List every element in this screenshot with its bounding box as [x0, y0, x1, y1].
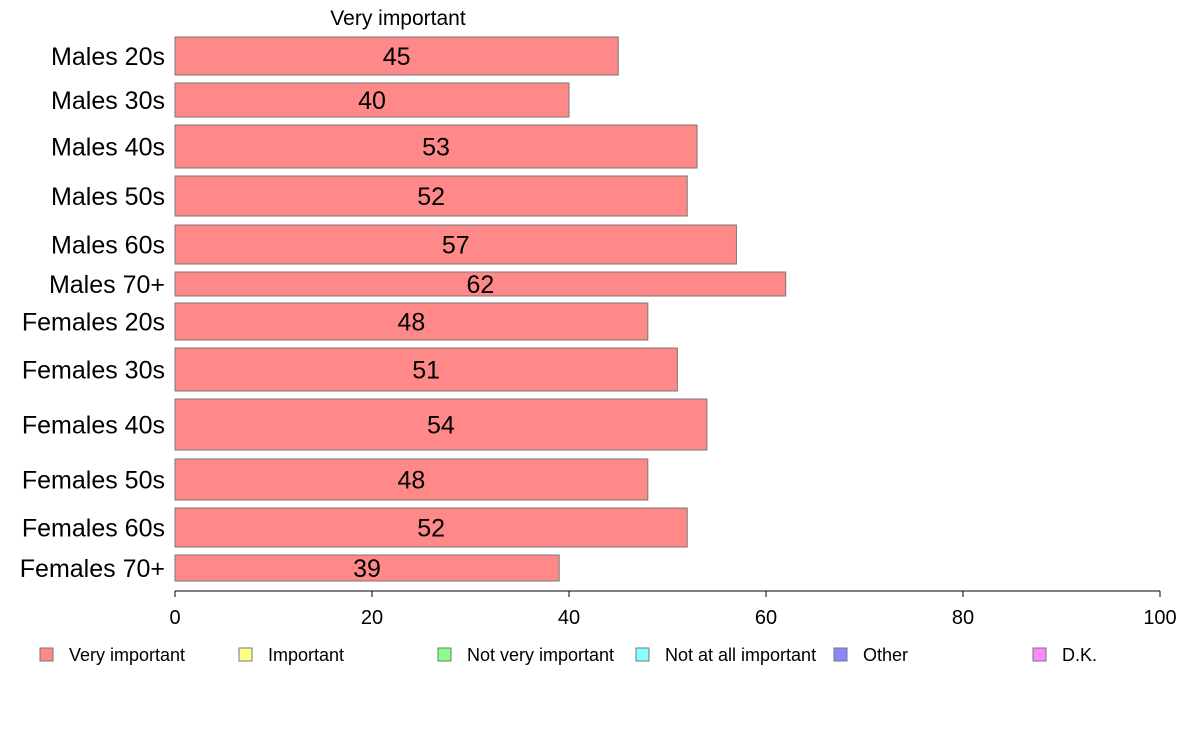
- category-label: Males 20s: [51, 43, 165, 71]
- legend-swatch: [437, 647, 452, 662]
- bar: [174, 271, 787, 297]
- bar-value-label: 39: [353, 555, 381, 583]
- bar-value-label: 53: [422, 134, 450, 162]
- x-tick-label: 60: [755, 607, 777, 629]
- legend-label: Not very important: [467, 645, 614, 665]
- category-label: Males 70+: [49, 271, 165, 299]
- bar: [174, 507, 688, 548]
- legend-label: Very important: [69, 645, 185, 665]
- legend-swatch: [833, 647, 848, 662]
- x-tick-label: 80: [952, 607, 974, 629]
- bar-value-label: 54: [427, 412, 455, 440]
- bar-value-label: 62: [466, 271, 494, 299]
- category-label: Females 70+: [20, 555, 165, 583]
- chart-header: Very important: [330, 7, 466, 30]
- bar: [174, 224, 737, 265]
- bar: [174, 458, 649, 501]
- bar: [174, 175, 688, 217]
- legend-swatch: [238, 647, 253, 662]
- bar: [174, 82, 570, 118]
- category-label: Males 40s: [51, 134, 165, 162]
- legend-swatch: [1032, 647, 1047, 662]
- category-label: Females 40s: [22, 412, 165, 440]
- bar-value-label: 52: [417, 183, 445, 211]
- legend-label: D.K.: [1062, 645, 1097, 665]
- category-label: Males 60s: [51, 232, 165, 260]
- bar-value-label: 45: [383, 43, 411, 71]
- bars: Males 20s 45 Males 30s 40 Males 40s 53 Males 5…: [20, 36, 787, 583]
- bar: [174, 36, 619, 76]
- legend: Very important Important Not very importan…: [39, 645, 1097, 665]
- bar: [174, 398, 708, 451]
- category-label: Females 30s: [22, 357, 165, 385]
- legend-label: Important: [268, 645, 344, 665]
- legend-label: Other: [863, 645, 908, 665]
- bar-value-label: 40: [358, 87, 386, 115]
- x-tick-label: 100: [1143, 607, 1176, 629]
- bar-value-label: 52: [417, 515, 445, 543]
- x-axis: 0 20 40 60 80 100: [169, 590, 1177, 629]
- bar-value-label: 48: [397, 467, 425, 495]
- x-tick-label: 0: [169, 607, 180, 629]
- x-tick-label: 40: [558, 607, 580, 629]
- legend-label: Not at all important: [665, 645, 816, 665]
- bar-value-label: 57: [442, 232, 470, 260]
- bar: [174, 302, 649, 341]
- legend-swatch: [39, 647, 54, 662]
- category-label: Females 50s: [22, 467, 165, 495]
- category-label: Females 60s: [22, 515, 165, 543]
- category-label: Females 20s: [22, 309, 165, 337]
- bar-value-label: 51: [412, 357, 440, 385]
- category-label: Males 30s: [51, 87, 165, 115]
- legend-swatch: [635, 647, 650, 662]
- bar: [174, 347, 678, 392]
- x-tick-label: 20: [361, 607, 383, 629]
- bar-value-label: 48: [397, 309, 425, 337]
- category-label: Males 50s: [51, 183, 165, 211]
- bar: [174, 554, 560, 582]
- bar: [174, 124, 698, 169]
